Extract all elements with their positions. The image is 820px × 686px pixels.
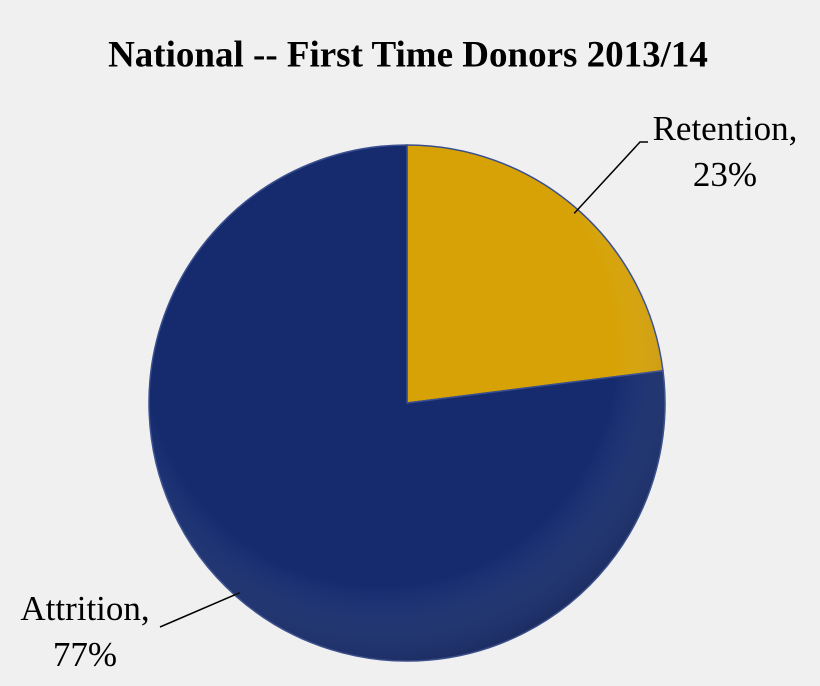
data-label-name: Retention, (653, 109, 798, 148)
data-label-name: Attrition, (20, 589, 149, 628)
chart-title: National -- First Time Donors 2013/14 (108, 34, 708, 75)
data-label-value: 77% (53, 635, 117, 674)
data-label-value: 23% (693, 155, 757, 194)
